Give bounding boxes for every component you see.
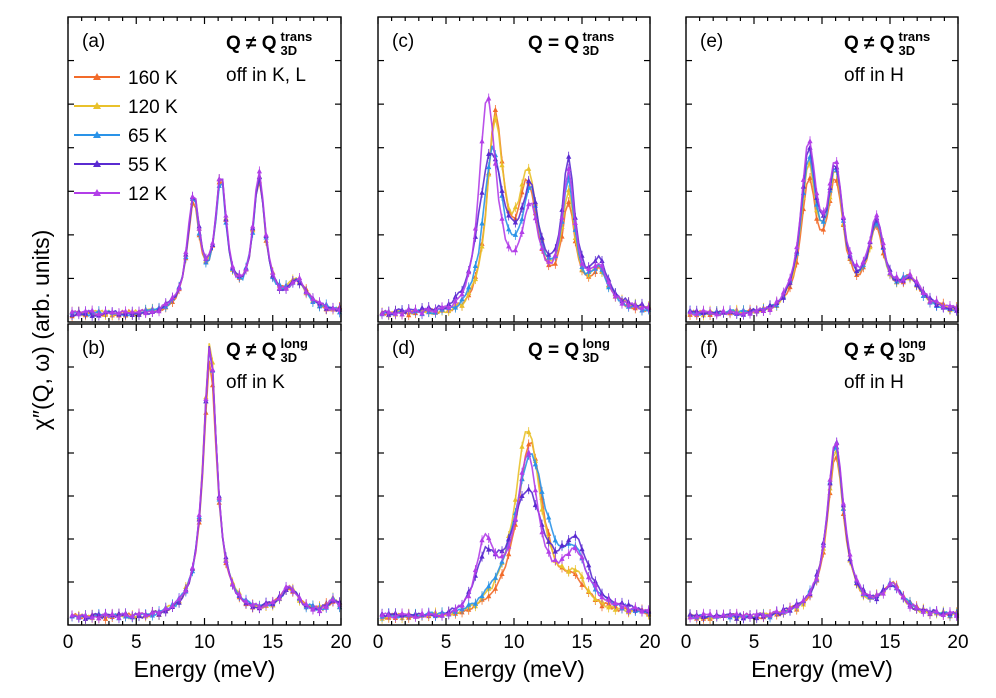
series-line-65-K — [72, 177, 341, 318]
x-tick-label: 10 — [811, 632, 832, 653]
condition-label: Q ≠ Q — [226, 340, 277, 361]
series-line-65-K — [689, 153, 957, 317]
x-tick-label: 15 — [262, 632, 283, 653]
panel-letter: (e) — [700, 31, 723, 52]
condition-label: Q ≠ Q — [844, 340, 895, 361]
y-axis-label: χ″(Q, ω) (arb. units) — [28, 230, 54, 430]
condition-label: Q ≠ Q — [844, 33, 895, 54]
series-line-160-K — [381, 441, 649, 620]
panel-letter: (a) — [82, 31, 105, 52]
axis-frame — [377, 16, 651, 323]
series-line-120-K — [689, 159, 957, 317]
condition-subscript: 3D — [583, 43, 600, 58]
condition-superscript: long — [583, 336, 610, 351]
series-line-120-K — [689, 448, 957, 620]
x-tick-label: 20 — [639, 632, 660, 653]
series-line-12-K — [689, 441, 958, 620]
axis-frame — [377, 323, 651, 626]
condition-line2: off in H — [844, 65, 904, 86]
series-line-55-K — [689, 439, 958, 621]
series-line-120-K — [71, 343, 340, 620]
x-tick-label: 0 — [373, 632, 384, 653]
legend-marker — [93, 73, 101, 80]
series-line-65-K — [689, 445, 957, 619]
series-line-160-K — [689, 175, 958, 317]
panel-letter: (d) — [392, 338, 415, 359]
axis-frame — [685, 16, 959, 323]
condition-label: Q = Q — [528, 33, 579, 54]
series-line-160-K — [71, 181, 340, 317]
legend-entry: 120 K — [74, 97, 178, 118]
series-line-12-K — [381, 450, 649, 619]
legend-label: 12 K — [128, 184, 167, 205]
x-tick-label: 10 — [194, 632, 215, 653]
x-tick-label: 15 — [571, 632, 592, 653]
x-tick-label: 10 — [503, 632, 524, 653]
condition-label: Q = Q — [528, 340, 579, 361]
legend-label: 55 K — [128, 155, 167, 176]
condition-superscript: long — [281, 336, 308, 351]
legend-label: 120 K — [128, 97, 178, 118]
condition-superscript: trans — [583, 29, 615, 44]
legend-entry: 12 K — [74, 184, 167, 205]
x-axis-label: Energy (meV) — [443, 656, 585, 682]
axis-frame — [67, 323, 342, 626]
x-tick-label: 15 — [879, 632, 900, 653]
condition-line2: off in K — [226, 372, 285, 393]
series-line-55-K — [72, 176, 341, 317]
x-tick-label: 20 — [947, 632, 968, 653]
condition-superscript: trans — [899, 29, 931, 44]
series-line-12-K — [72, 347, 341, 620]
legend-marker — [93, 160, 101, 167]
series-line-65-K — [382, 452, 649, 619]
series-line-120-K — [72, 176, 340, 317]
x-tick-label: 5 — [441, 632, 452, 653]
axis-frame — [685, 323, 959, 626]
condition-line2: off in H — [844, 372, 904, 393]
legend-entry: 160 K — [74, 68, 178, 89]
condition-line2: off in K, L — [226, 65, 306, 86]
condition-superscript: trans — [281, 29, 313, 44]
x-tick-label: 0 — [681, 632, 692, 653]
legend-marker — [93, 189, 101, 196]
legend-marker — [93, 102, 101, 109]
legend-label: 160 K — [128, 68, 178, 89]
panel-letter: (c) — [392, 31, 414, 52]
condition-subscript: 3D — [899, 350, 916, 365]
condition-label: Q ≠ Q — [226, 33, 277, 54]
condition-subscript: 3D — [899, 43, 916, 58]
legend-entry: 55 K — [74, 155, 167, 176]
x-axis-label: Energy (meV) — [134, 656, 276, 682]
condition-superscript: long — [899, 336, 926, 351]
x-axis-label: Energy (meV) — [751, 656, 893, 682]
x-tick-label: 0 — [63, 632, 74, 653]
legend-label: 65 K — [128, 126, 167, 147]
x-tick-label: 20 — [330, 632, 351, 653]
condition-subscript: 3D — [281, 43, 298, 58]
x-tick-label: 5 — [749, 632, 760, 653]
legend-marker — [93, 131, 101, 138]
condition-subscript: 3D — [583, 350, 600, 365]
panel-letter: (f) — [700, 338, 718, 359]
condition-subscript: 3D — [281, 350, 298, 365]
x-tick-label: 5 — [131, 632, 142, 653]
panel-letter: (b) — [82, 338, 105, 359]
legend-entry: 65 K — [74, 126, 167, 147]
